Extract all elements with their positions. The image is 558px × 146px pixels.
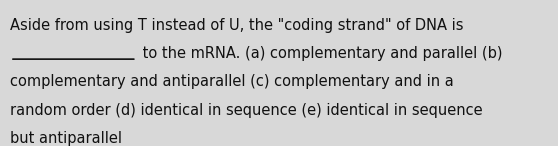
Text: but antiparallel: but antiparallel bbox=[10, 131, 122, 146]
Text: Aside from using T instead of U, the "coding strand" of DNA is: Aside from using T instead of U, the "co… bbox=[10, 18, 464, 33]
Text: random order (d) identical in sequence (e) identical in sequence: random order (d) identical in sequence (… bbox=[10, 103, 483, 118]
Text: to the mRNA. (a) complementary and parallel (b): to the mRNA. (a) complementary and paral… bbox=[138, 46, 502, 61]
Text: complementary and antiparallel (c) complementary and in a: complementary and antiparallel (c) compl… bbox=[10, 74, 454, 89]
